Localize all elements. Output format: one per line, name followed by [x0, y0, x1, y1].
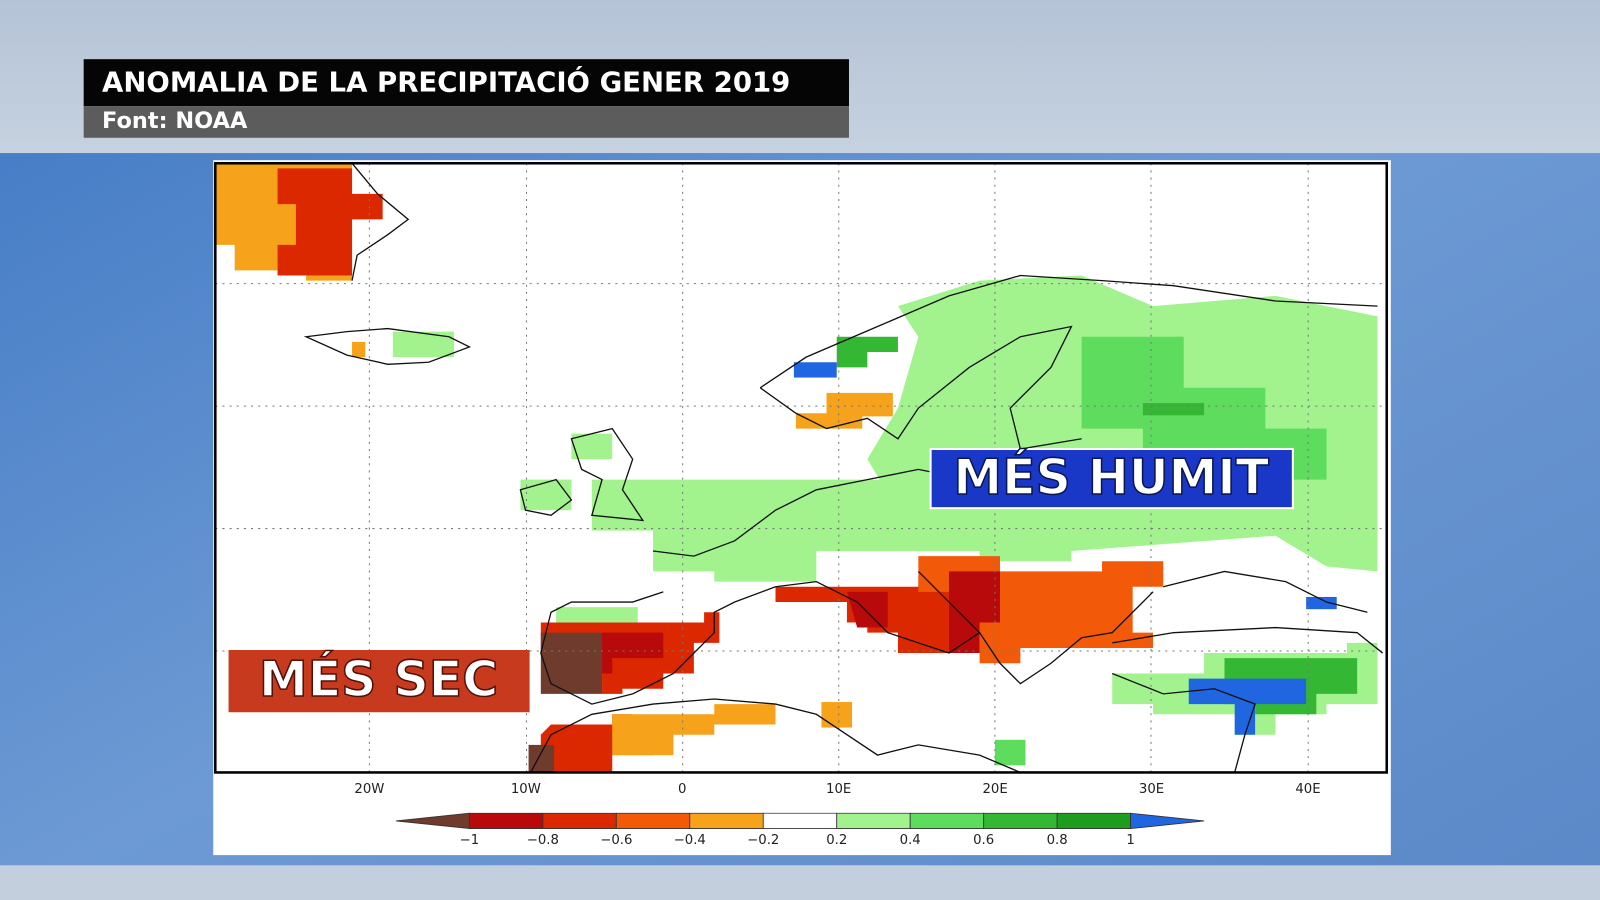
- longitude-label: 0: [678, 782, 686, 797]
- longitude-label: 10E: [826, 782, 851, 797]
- colorbar-segment: [836, 812, 911, 829]
- colorbar-segment: [1130, 812, 1205, 830]
- wet-label: MÉS HUMIT: [953, 447, 1269, 506]
- colorbar-segment: [1056, 812, 1132, 829]
- colorbar-tick-label: 1: [1126, 833, 1134, 848]
- bottom-band: [0, 865, 1600, 900]
- longitude-label: 40E: [1295, 782, 1320, 797]
- colorbar-tick-label: −1: [460, 833, 480, 848]
- longitude-label: 10W: [511, 782, 541, 797]
- colorbar-tick-label: 0.4: [900, 833, 921, 848]
- longitude-labels: 20W 10W 0 10E 20E 30E 40E: [354, 782, 1320, 797]
- colorbar-segment: [689, 812, 764, 829]
- colorbar-tick-label: 0.6: [973, 833, 994, 848]
- map: [215, 163, 1387, 773]
- colorbar-segment: [615, 812, 691, 829]
- colorbar-segment: [909, 812, 985, 829]
- colorbar-segment: [468, 812, 544, 829]
- colorbar-tick-label: 0.8: [1047, 833, 1068, 848]
- longitude-label: 20W: [354, 782, 384, 797]
- colorbar-tick-label: −0.8: [527, 833, 559, 848]
- colorbar-tick-label: −0.6: [600, 833, 632, 848]
- longitude-label: 30E: [1139, 782, 1164, 797]
- colorbar: −1 −0.8 −0.6 −0.4 −0.2 0.2 0.4 0.6 0.8 1: [395, 812, 1205, 848]
- colorbar-segment: [983, 812, 1058, 829]
- map-frame: [214, 161, 1389, 774]
- title: ANOMALIA DE LA PRECIPITACIÓ GENER 2019: [102, 65, 790, 99]
- source: Font: NOAA: [102, 108, 248, 134]
- colorbar-tick-label: 0.2: [826, 833, 847, 848]
- colorbar-segment: [762, 812, 838, 829]
- colorbar-tick-label: −0.4: [674, 833, 706, 848]
- coastlines: [303, 163, 1384, 773]
- longitude-label: 20E: [982, 782, 1007, 797]
- dry-label: MÉS SEC: [259, 649, 498, 708]
- colorbar-segment: [542, 812, 617, 829]
- colorbar-tick-label: −0.2: [747, 833, 779, 848]
- wet-label-box: [929, 447, 1294, 510]
- source-box: [83, 106, 849, 138]
- dry-label-box: [228, 650, 530, 713]
- title-box: [83, 59, 849, 107]
